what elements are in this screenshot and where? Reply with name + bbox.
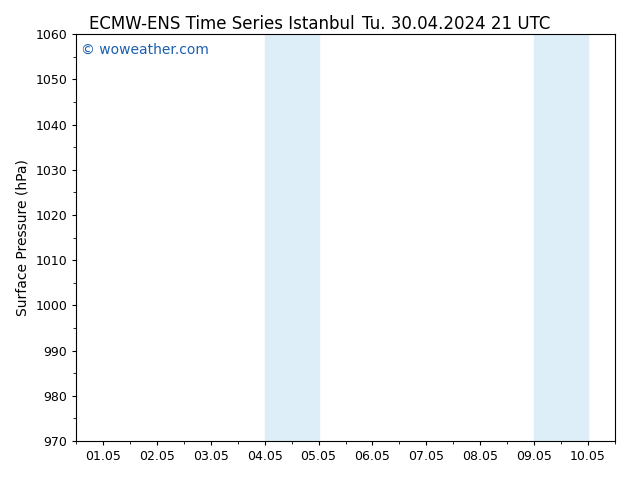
Text: © woweather.com: © woweather.com bbox=[81, 43, 209, 56]
Bar bbox=[265, 34, 319, 441]
Text: ECMW-ENS Time Series Istanbul: ECMW-ENS Time Series Istanbul bbox=[89, 15, 354, 33]
Bar bbox=[534, 34, 588, 441]
Text: Tu. 30.04.2024 21 UTC: Tu. 30.04.2024 21 UTC bbox=[362, 15, 551, 33]
Y-axis label: Surface Pressure (hPa): Surface Pressure (hPa) bbox=[16, 159, 30, 316]
